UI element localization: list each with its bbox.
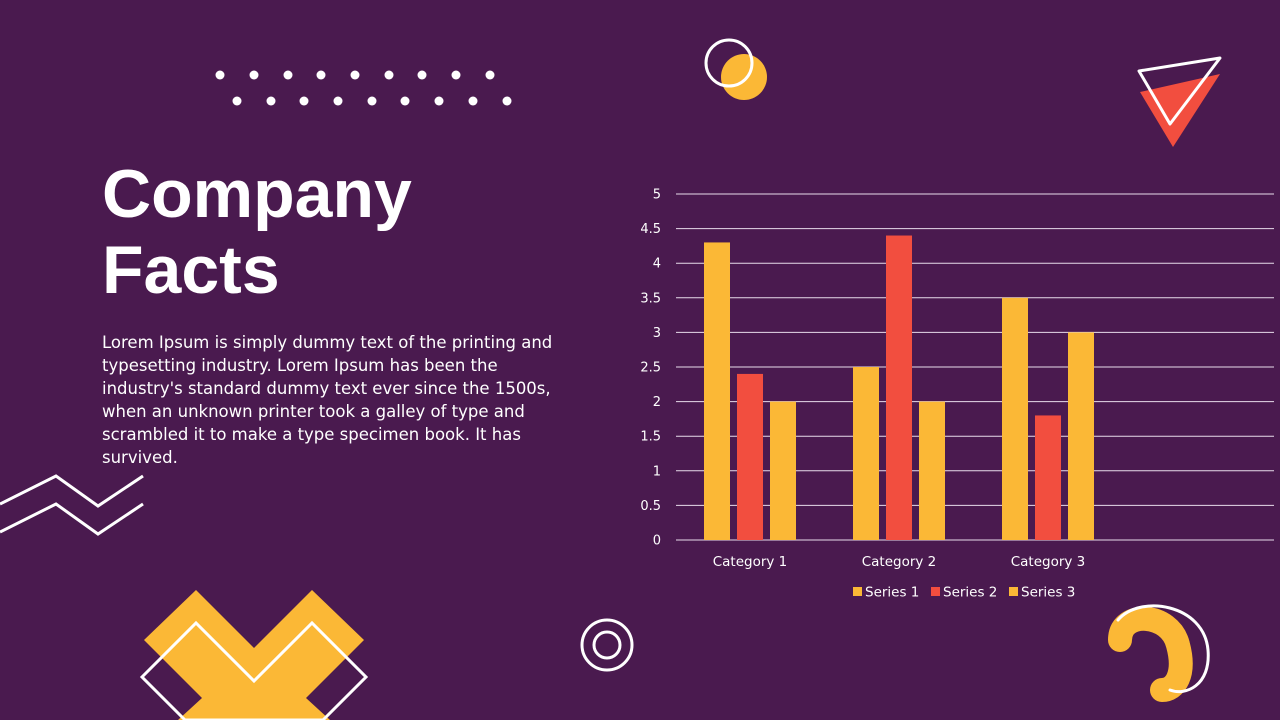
bar-series-1-category-3 (1002, 297, 1028, 540)
target-circle-shape (580, 618, 634, 672)
x-tick-label: Category 2 (862, 554, 937, 570)
triangle-shape (1137, 56, 1222, 147)
title-line-2: Facts (102, 232, 280, 308)
hook-shape (1108, 604, 1210, 702)
y-tick-label: 4.5 (640, 222, 661, 237)
bar-series-3-category-3 (1068, 332, 1094, 540)
legend-swatch (853, 587, 862, 596)
y-tick-label: 0.5 (640, 499, 661, 514)
title-line-1: Company (102, 156, 412, 232)
legend-label: Series 2 (943, 585, 997, 601)
y-tick-label: 3.5 (640, 291, 661, 306)
bar-series-3-category-2 (919, 401, 945, 540)
bar-series-3-category-1 (770, 401, 796, 540)
legend-swatch (1009, 587, 1018, 596)
x-tick-label: Category 3 (1011, 554, 1086, 570)
legend-label: Series 1 (865, 585, 919, 601)
bar-series-1-category-1 (704, 242, 730, 540)
y-tick-label: 3 (653, 326, 661, 341)
y-tick-label: 5 (653, 188, 661, 203)
bar-chart: 0 0.5 1 1.5 2 2.5 3 3.5 4 4.5 5 Category 1 Category … (640, 188, 1274, 601)
y-tick-label: 4 (653, 257, 661, 272)
cross-shape (139, 590, 369, 720)
y-tick-label: 1 (653, 464, 661, 479)
zigzag-shape (0, 474, 144, 536)
y-tick-label: 2.5 (640, 361, 661, 376)
x-tick-label: Category 1 (713, 554, 788, 570)
y-tick-label: 2 (653, 395, 661, 410)
body-paragraph: Lorem Ipsum is simply dummy text of the … (102, 333, 553, 467)
bar-series-1-category-2 (853, 367, 879, 540)
dot-pattern (215, 70, 512, 106)
y-tick-label: 1.5 (640, 430, 661, 445)
legend-label: Series 3 (1021, 585, 1075, 601)
bar-series-2-category-3 (1035, 415, 1061, 540)
legend-swatch (931, 587, 940, 596)
slide-title: Company Facts (102, 156, 412, 308)
bar-series-2-category-1 (737, 373, 763, 540)
circle-pair-shape (704, 38, 767, 100)
bar-series-2-category-2 (886, 235, 912, 540)
y-tick-label: 0 (653, 534, 661, 549)
